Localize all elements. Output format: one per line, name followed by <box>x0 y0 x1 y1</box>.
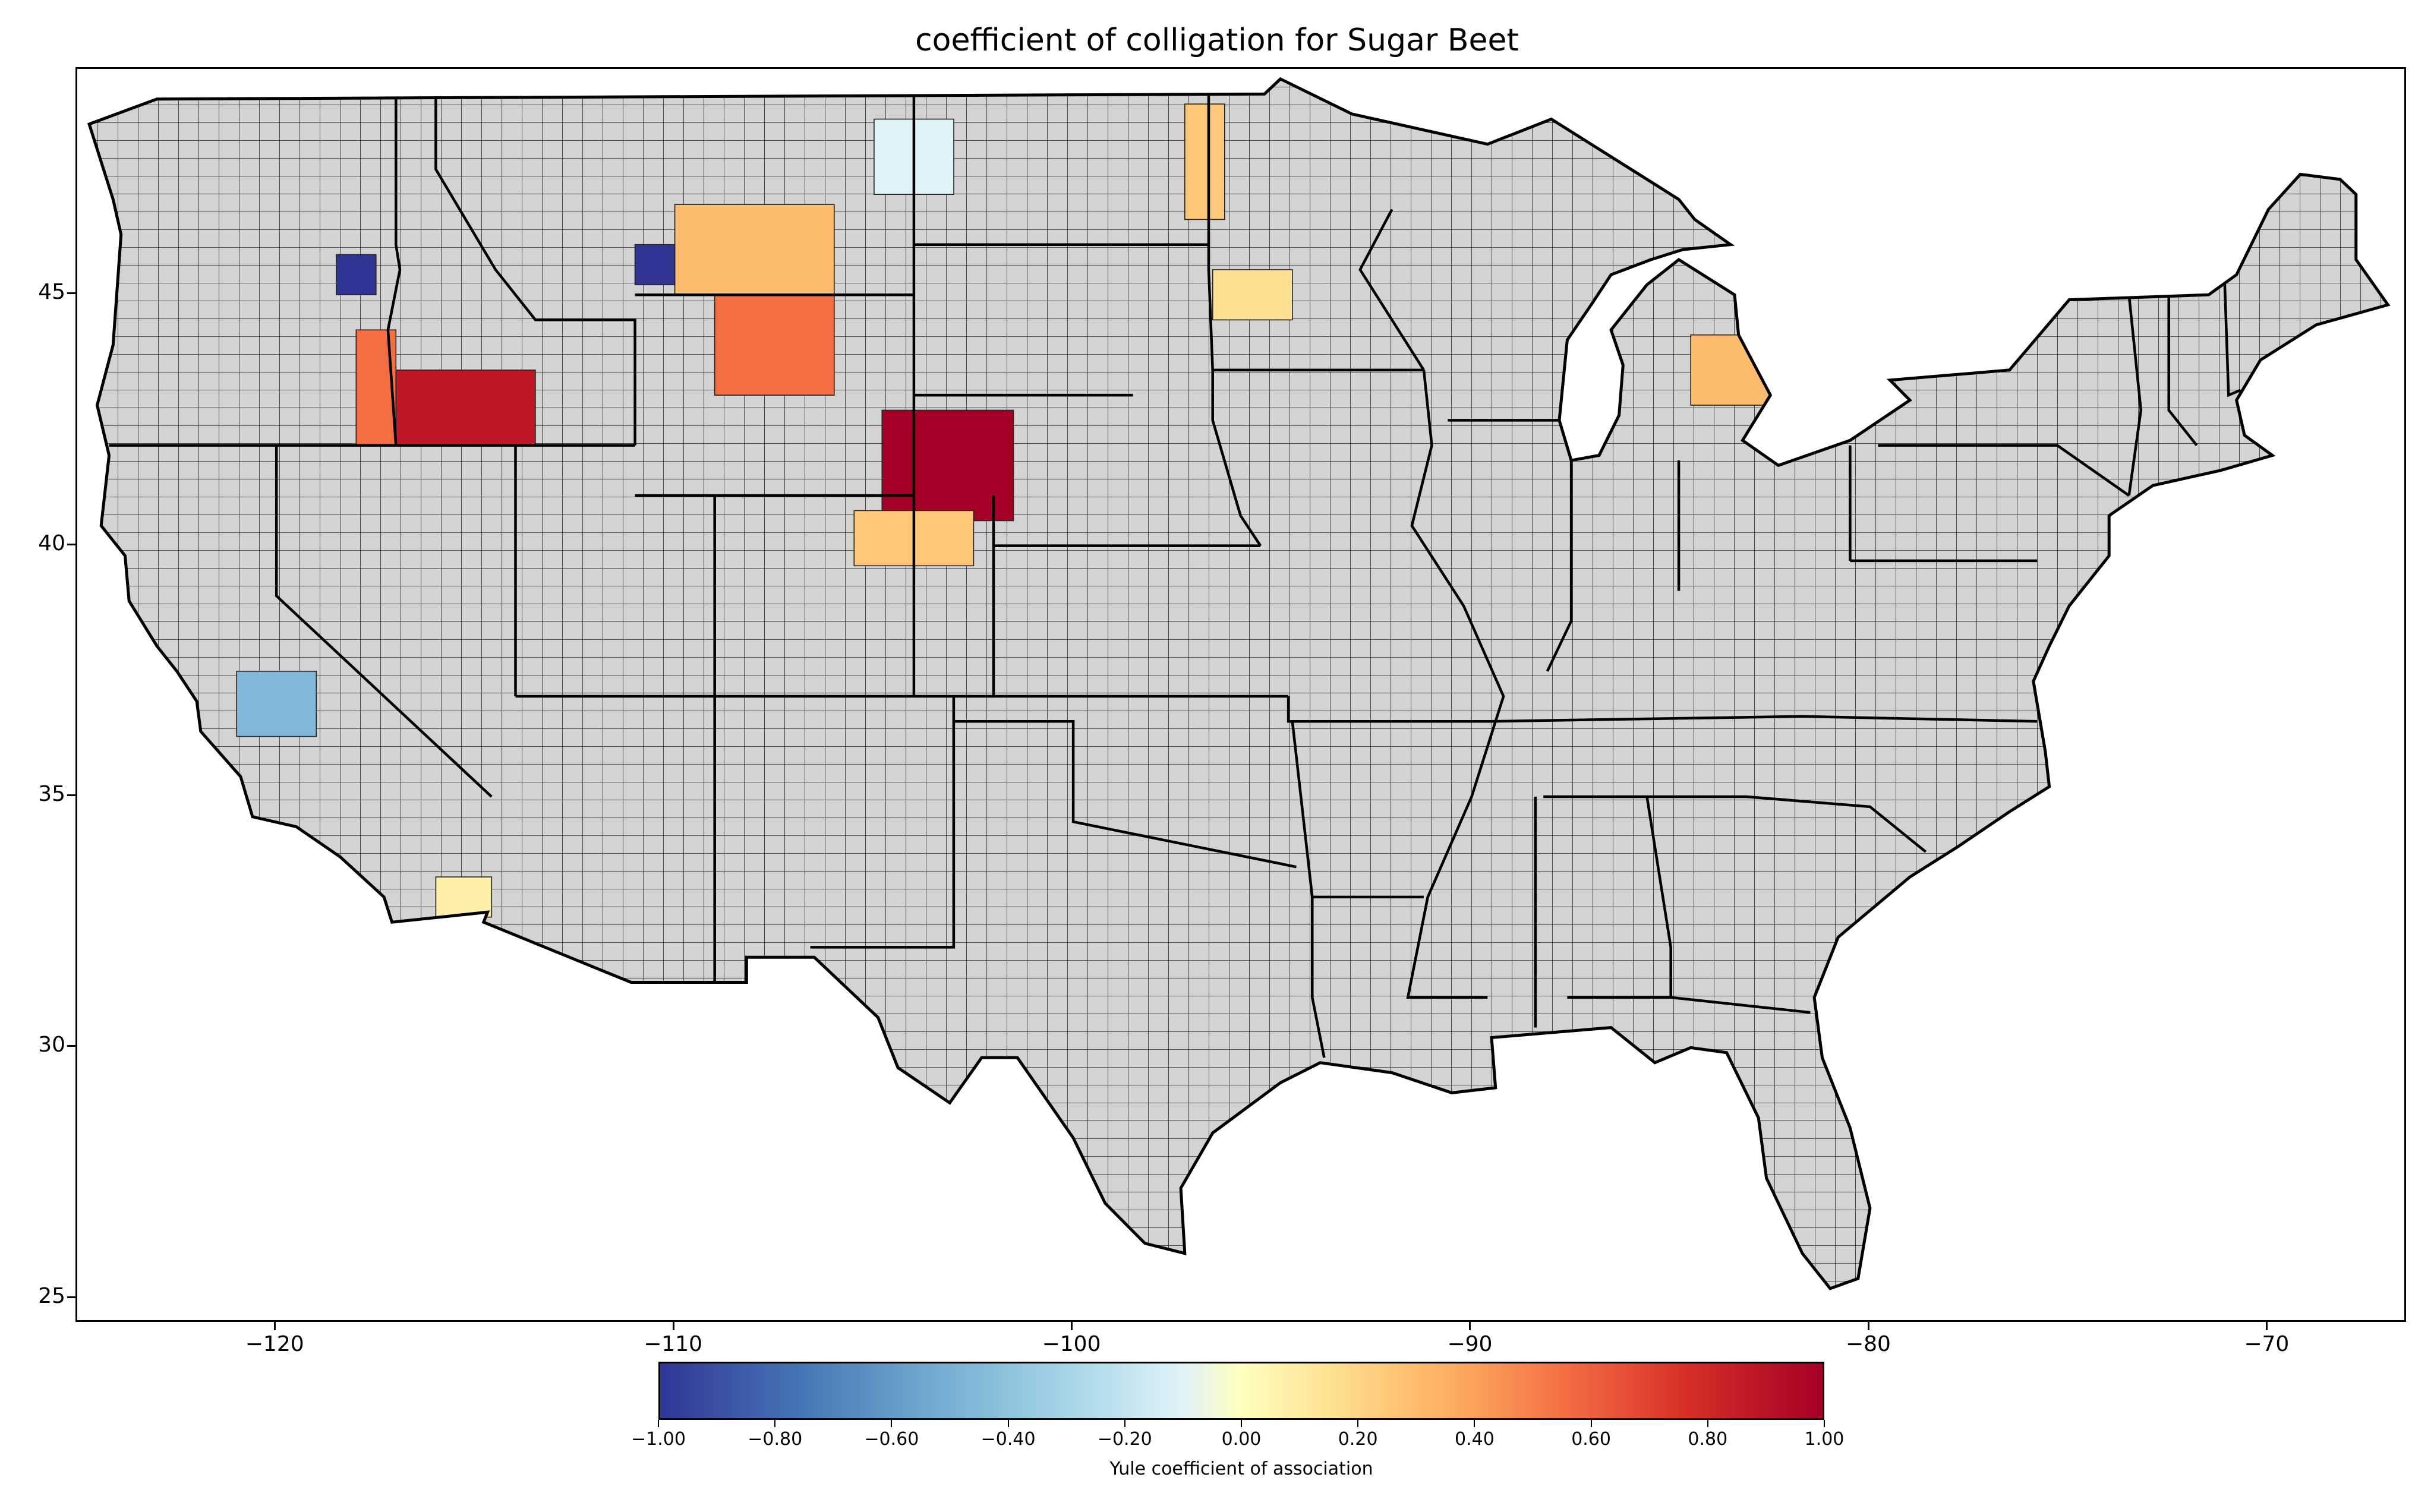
state-boundary-34 <box>1878 444 2130 497</box>
state-boundary-13 <box>992 495 1289 698</box>
state-boundary-2 <box>275 445 493 798</box>
y-tick-label-0: 45 <box>38 280 65 305</box>
colorbar-tick-label-10: 1.00 <box>1804 1429 1845 1450</box>
colorbar-tickmark-10 <box>1824 1420 1825 1427</box>
colorbar-tickmark-8 <box>1590 1420 1592 1427</box>
y-tickmark-0 <box>67 292 75 295</box>
state-boundary-17 <box>1211 370 1262 547</box>
region-12 <box>335 254 377 296</box>
colorbar-tickmark-7 <box>1474 1420 1475 1427</box>
colorbar-tickmark-0 <box>658 1420 659 1427</box>
region-11 <box>435 876 493 918</box>
state-boundary-21 <box>1406 370 1505 999</box>
y-tick-label-4: 25 <box>38 1283 65 1308</box>
colorbar-tick-label-8: 0.60 <box>1571 1429 1611 1450</box>
region-0 <box>1184 103 1225 220</box>
state-boundary-22 <box>1358 209 1425 371</box>
colorbar-tickmark-3 <box>1007 1420 1009 1427</box>
state-boundary-32 <box>1567 996 1811 1014</box>
region-9 <box>1212 269 1293 321</box>
colorbar-tick-label-4: −0.20 <box>1097 1429 1152 1450</box>
x-tick-label-0: −120 <box>245 1332 304 1356</box>
x-tick-label-4: −80 <box>1845 1332 1891 1356</box>
state-boundary-10 <box>810 696 956 949</box>
region-13 <box>634 244 676 286</box>
colorbar-tick-label-5: 0.00 <box>1221 1429 1262 1450</box>
state-boundary-33 <box>1746 795 1927 853</box>
colorbar-tick-label-6: 0.20 <box>1338 1429 1378 1450</box>
x-tickmark-3 <box>1469 1322 1471 1330</box>
colorbar-tickmark-4 <box>1124 1420 1125 1427</box>
x-tickmark-2 <box>1071 1322 1073 1330</box>
x-tick-label-5: −70 <box>2244 1332 2290 1356</box>
colorbar-tickmark-5 <box>1241 1420 1242 1427</box>
state-boundary-36 <box>2167 295 2198 447</box>
x-tickmark-1 <box>672 1322 674 1330</box>
state-boundary-0 <box>386 94 402 446</box>
region-7 <box>674 204 835 296</box>
state-boundary-4 <box>434 94 636 446</box>
region-4 <box>395 370 536 446</box>
state-boundary-37 <box>2223 279 2241 397</box>
colorbar-tick-label-0: −1.00 <box>631 1429 686 1450</box>
y-tickmark-4 <box>67 1296 75 1298</box>
colorbar-tick-label-9: 0.80 <box>1688 1429 1728 1450</box>
state-boundary-35 <box>2127 294 2143 496</box>
colorbar-tickmark-2 <box>891 1420 893 1427</box>
us-landmass <box>87 77 2391 1290</box>
colorbar-label: Yule coefficient of association <box>1109 1459 1373 1479</box>
colorbar <box>658 1362 1824 1420</box>
state-boundary-20 <box>1311 897 1326 1058</box>
state-boundary-18 <box>1287 696 1492 723</box>
state-boundary-24 <box>1546 460 1573 672</box>
x-tickmark-0 <box>274 1322 276 1330</box>
y-tick-label-1: 40 <box>38 531 65 555</box>
y-tick-label-2: 35 <box>38 781 65 806</box>
map-plot-area <box>75 67 2406 1322</box>
state-boundary-31 <box>1645 796 1672 998</box>
colorbar-tick-label-1: −0.80 <box>748 1429 803 1450</box>
colorbar-tick-label-3: −0.40 <box>980 1429 1036 1450</box>
y-tickmark-3 <box>67 1045 75 1047</box>
state-boundary-16 <box>1207 94 1424 372</box>
x-tick-label-1: −110 <box>644 1332 703 1356</box>
colorbar-tickmark-1 <box>774 1420 776 1427</box>
x-tick-label-2: −100 <box>1042 1332 1101 1356</box>
map-title: coefficient of colligation for Sugar Bee… <box>915 23 1519 58</box>
y-tick-label-3: 30 <box>38 1033 65 1058</box>
y-tickmark-2 <box>67 794 75 796</box>
colorbar-tickmark-6 <box>1357 1420 1359 1427</box>
state-boundary-28 <box>1491 715 2038 723</box>
x-tickmark-5 <box>2266 1322 2268 1330</box>
colorbar-tick-label-2: −0.60 <box>864 1429 919 1450</box>
region-1 <box>881 409 1014 522</box>
state-boundary-15 <box>953 719 1297 869</box>
us-county-map <box>87 77 2391 1290</box>
region-3 <box>714 294 835 396</box>
colorbar-tickmark-9 <box>1707 1420 1708 1427</box>
x-tick-label-3: −90 <box>1447 1332 1493 1356</box>
y-tickmark-1 <box>67 543 75 545</box>
region-8 <box>236 670 317 737</box>
colorbar-tick-label-7: 0.40 <box>1454 1429 1495 1450</box>
x-tickmark-4 <box>1867 1322 1869 1330</box>
